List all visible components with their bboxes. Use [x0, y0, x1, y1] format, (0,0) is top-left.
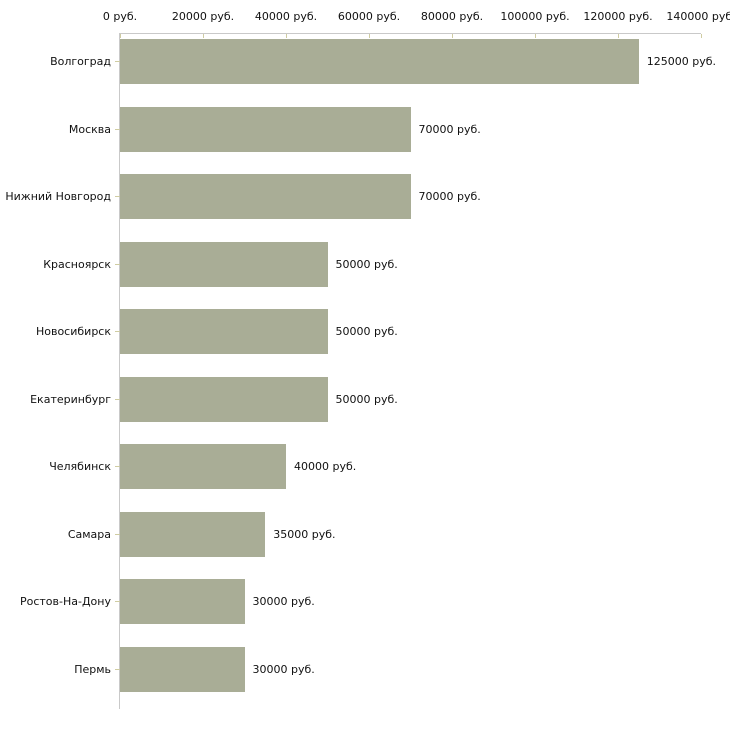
- value-label: 50000 руб.: [335, 257, 398, 271]
- value-label: 70000 руб.: [418, 122, 481, 136]
- x-axis-tick: [120, 34, 121, 38]
- y-axis-tick: [115, 601, 120, 602]
- y-axis-tick: [115, 466, 120, 467]
- bar: [120, 579, 245, 624]
- category-label: Нижний Новгород: [5, 190, 111, 203]
- bar-row: Москва 70000 руб.: [69, 102, 701, 170]
- y-axis-tick: [115, 331, 120, 332]
- y-axis-tick: [115, 196, 120, 197]
- bar: [120, 309, 328, 354]
- value-label: 50000 руб.: [335, 325, 398, 338]
- x-axis-tick: [452, 34, 453, 38]
- y-axis-tick: [115, 668, 120, 670]
- bar: [120, 241, 328, 287]
- plot-area: 0 руб. 20000 руб. 40000 руб. 60000 руб. 8000…: [5, 10, 730, 710]
- x-axis-tick: [203, 34, 204, 38]
- x-axis-tick-label: 0 руб.: [102, 10, 138, 23]
- bar: [120, 106, 411, 152]
- bar-row: Нижний Новгород 70000 руб.: [5, 169, 701, 237]
- bar: [120, 444, 286, 489]
- y-axis-tick: [115, 263, 120, 265]
- x-axis-tick-label: 140000 руб.: [666, 10, 730, 23]
- bar-row: Челябинск 40000 руб.: [49, 439, 701, 507]
- bar-row: Волгоград 125000 руб.: [50, 34, 716, 102]
- y-axis-tick: [115, 61, 120, 62]
- category-label: Челябинск: [49, 460, 111, 473]
- bar-row: Екатеринбург 50000 руб.: [30, 372, 701, 440]
- bar: [120, 646, 245, 692]
- x-axis-tick: [535, 34, 536, 38]
- category-label: Новосибирск: [35, 325, 111, 338]
- category-label: Самара: [67, 527, 111, 541]
- x-axis-tick-label: 20000 руб.: [171, 10, 235, 23]
- category-label: Ростов-На-Дону: [19, 595, 111, 608]
- bar-row: Ростов-На-Дону 30000 руб.: [20, 574, 701, 642]
- bar-row: Красноярск 50000 руб.: [43, 237, 701, 305]
- bar: [120, 39, 639, 84]
- category-label: Пермь: [74, 662, 111, 676]
- bar-row: Самара 35000 руб.: [68, 507, 701, 575]
- x-axis-tick: [286, 34, 287, 38]
- x-axis-tick: [701, 34, 702, 38]
- category-label: Волгоград: [50, 55, 111, 68]
- value-label: 40000 руб.: [294, 460, 357, 473]
- value-label: 50000 руб.: [335, 392, 398, 406]
- value-label: 125000 руб.: [646, 55, 717, 68]
- x-axis-tick-label: 100000 руб.: [500, 10, 570, 23]
- category-label: Красноярск: [43, 257, 111, 271]
- value-label: 30000 руб.: [252, 662, 315, 676]
- category-label: Екатеринбург: [30, 392, 111, 406]
- x-axis-tick-label: 60000 руб.: [337, 10, 401, 23]
- bar: [120, 174, 411, 219]
- x-axis-tick-label: 40000 руб.: [254, 10, 318, 23]
- x-axis-tick: [369, 34, 370, 38]
- bar-rows: Волгоград 125000 руб. Москва 70000 руб. Нижн…: [5, 34, 716, 710]
- y-axis-tick: [115, 398, 120, 400]
- x-axis-tick-label: 120000 руб.: [583, 10, 653, 23]
- x-axis-tick: [618, 34, 619, 38]
- y-axis-tick: [115, 533, 120, 535]
- y-axis-tick: [115, 128, 120, 130]
- value-label: 30000 руб.: [252, 595, 315, 608]
- bar: [120, 376, 328, 422]
- bar: [120, 511, 266, 557]
- value-label: 35000 руб.: [273, 527, 336, 541]
- x-axis-tick-label: 80000 руб.: [420, 10, 484, 23]
- bar-row: Пермь 30000 руб.: [74, 642, 701, 710]
- bar-row: Новосибирск 50000 руб.: [36, 304, 701, 372]
- value-label: 70000 руб.: [418, 190, 481, 203]
- category-label: Москва: [68, 122, 111, 136]
